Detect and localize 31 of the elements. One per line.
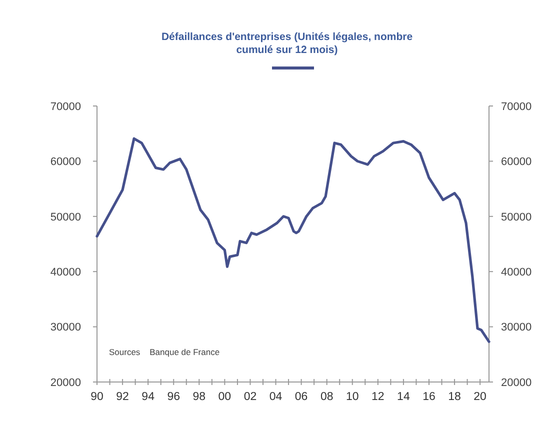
x-tick-label: 14 xyxy=(397,391,410,403)
y2-tick-label: 60000 xyxy=(501,156,532,168)
x-tick-label: 18 xyxy=(448,391,461,403)
x-tick-label: 20 xyxy=(474,391,486,403)
y-tick-label: 50000 xyxy=(50,211,81,224)
x-tick-label: 08 xyxy=(320,391,334,403)
x-tick-label: 92 xyxy=(116,391,129,403)
x-tick-label: 16 xyxy=(422,391,436,403)
y2-tick-label: 30000 xyxy=(501,322,532,334)
y2-tick-label: 40000 xyxy=(501,266,532,278)
x-tick-label: 98 xyxy=(192,391,206,403)
y-tick-label: 40000 xyxy=(50,266,81,278)
y2-tick-label: 50000 xyxy=(501,211,532,224)
y-tick-label: 20000 xyxy=(50,376,81,389)
x-tick-label: 02 xyxy=(244,391,257,403)
x-tick-label: 94 xyxy=(142,391,156,403)
y2-tick-label: 70000 xyxy=(501,100,532,113)
y2-tick-label: 20000 xyxy=(501,376,532,389)
chart-title: Défaillances d'entreprises (Unités légales, nombre cumulé sur 12 mois) xyxy=(161,31,413,56)
x-tick-label: 12 xyxy=(372,391,384,403)
y-tick-label: 70000 xyxy=(50,100,81,113)
line-series xyxy=(96,137,490,344)
x-tick-label: 04 xyxy=(269,391,283,403)
y-tick-label: 30000 xyxy=(50,322,81,334)
annotation: Sources Banque de France xyxy=(109,347,220,357)
x-tick-label: 10 xyxy=(346,391,359,403)
x-tick-label: 06 xyxy=(294,391,308,403)
x-tick-label: 90 xyxy=(90,391,104,403)
y-tick-label: 60000 xyxy=(50,156,81,168)
x-tick-label: 96 xyxy=(167,391,180,403)
x-tick-label: 00 xyxy=(218,391,232,403)
